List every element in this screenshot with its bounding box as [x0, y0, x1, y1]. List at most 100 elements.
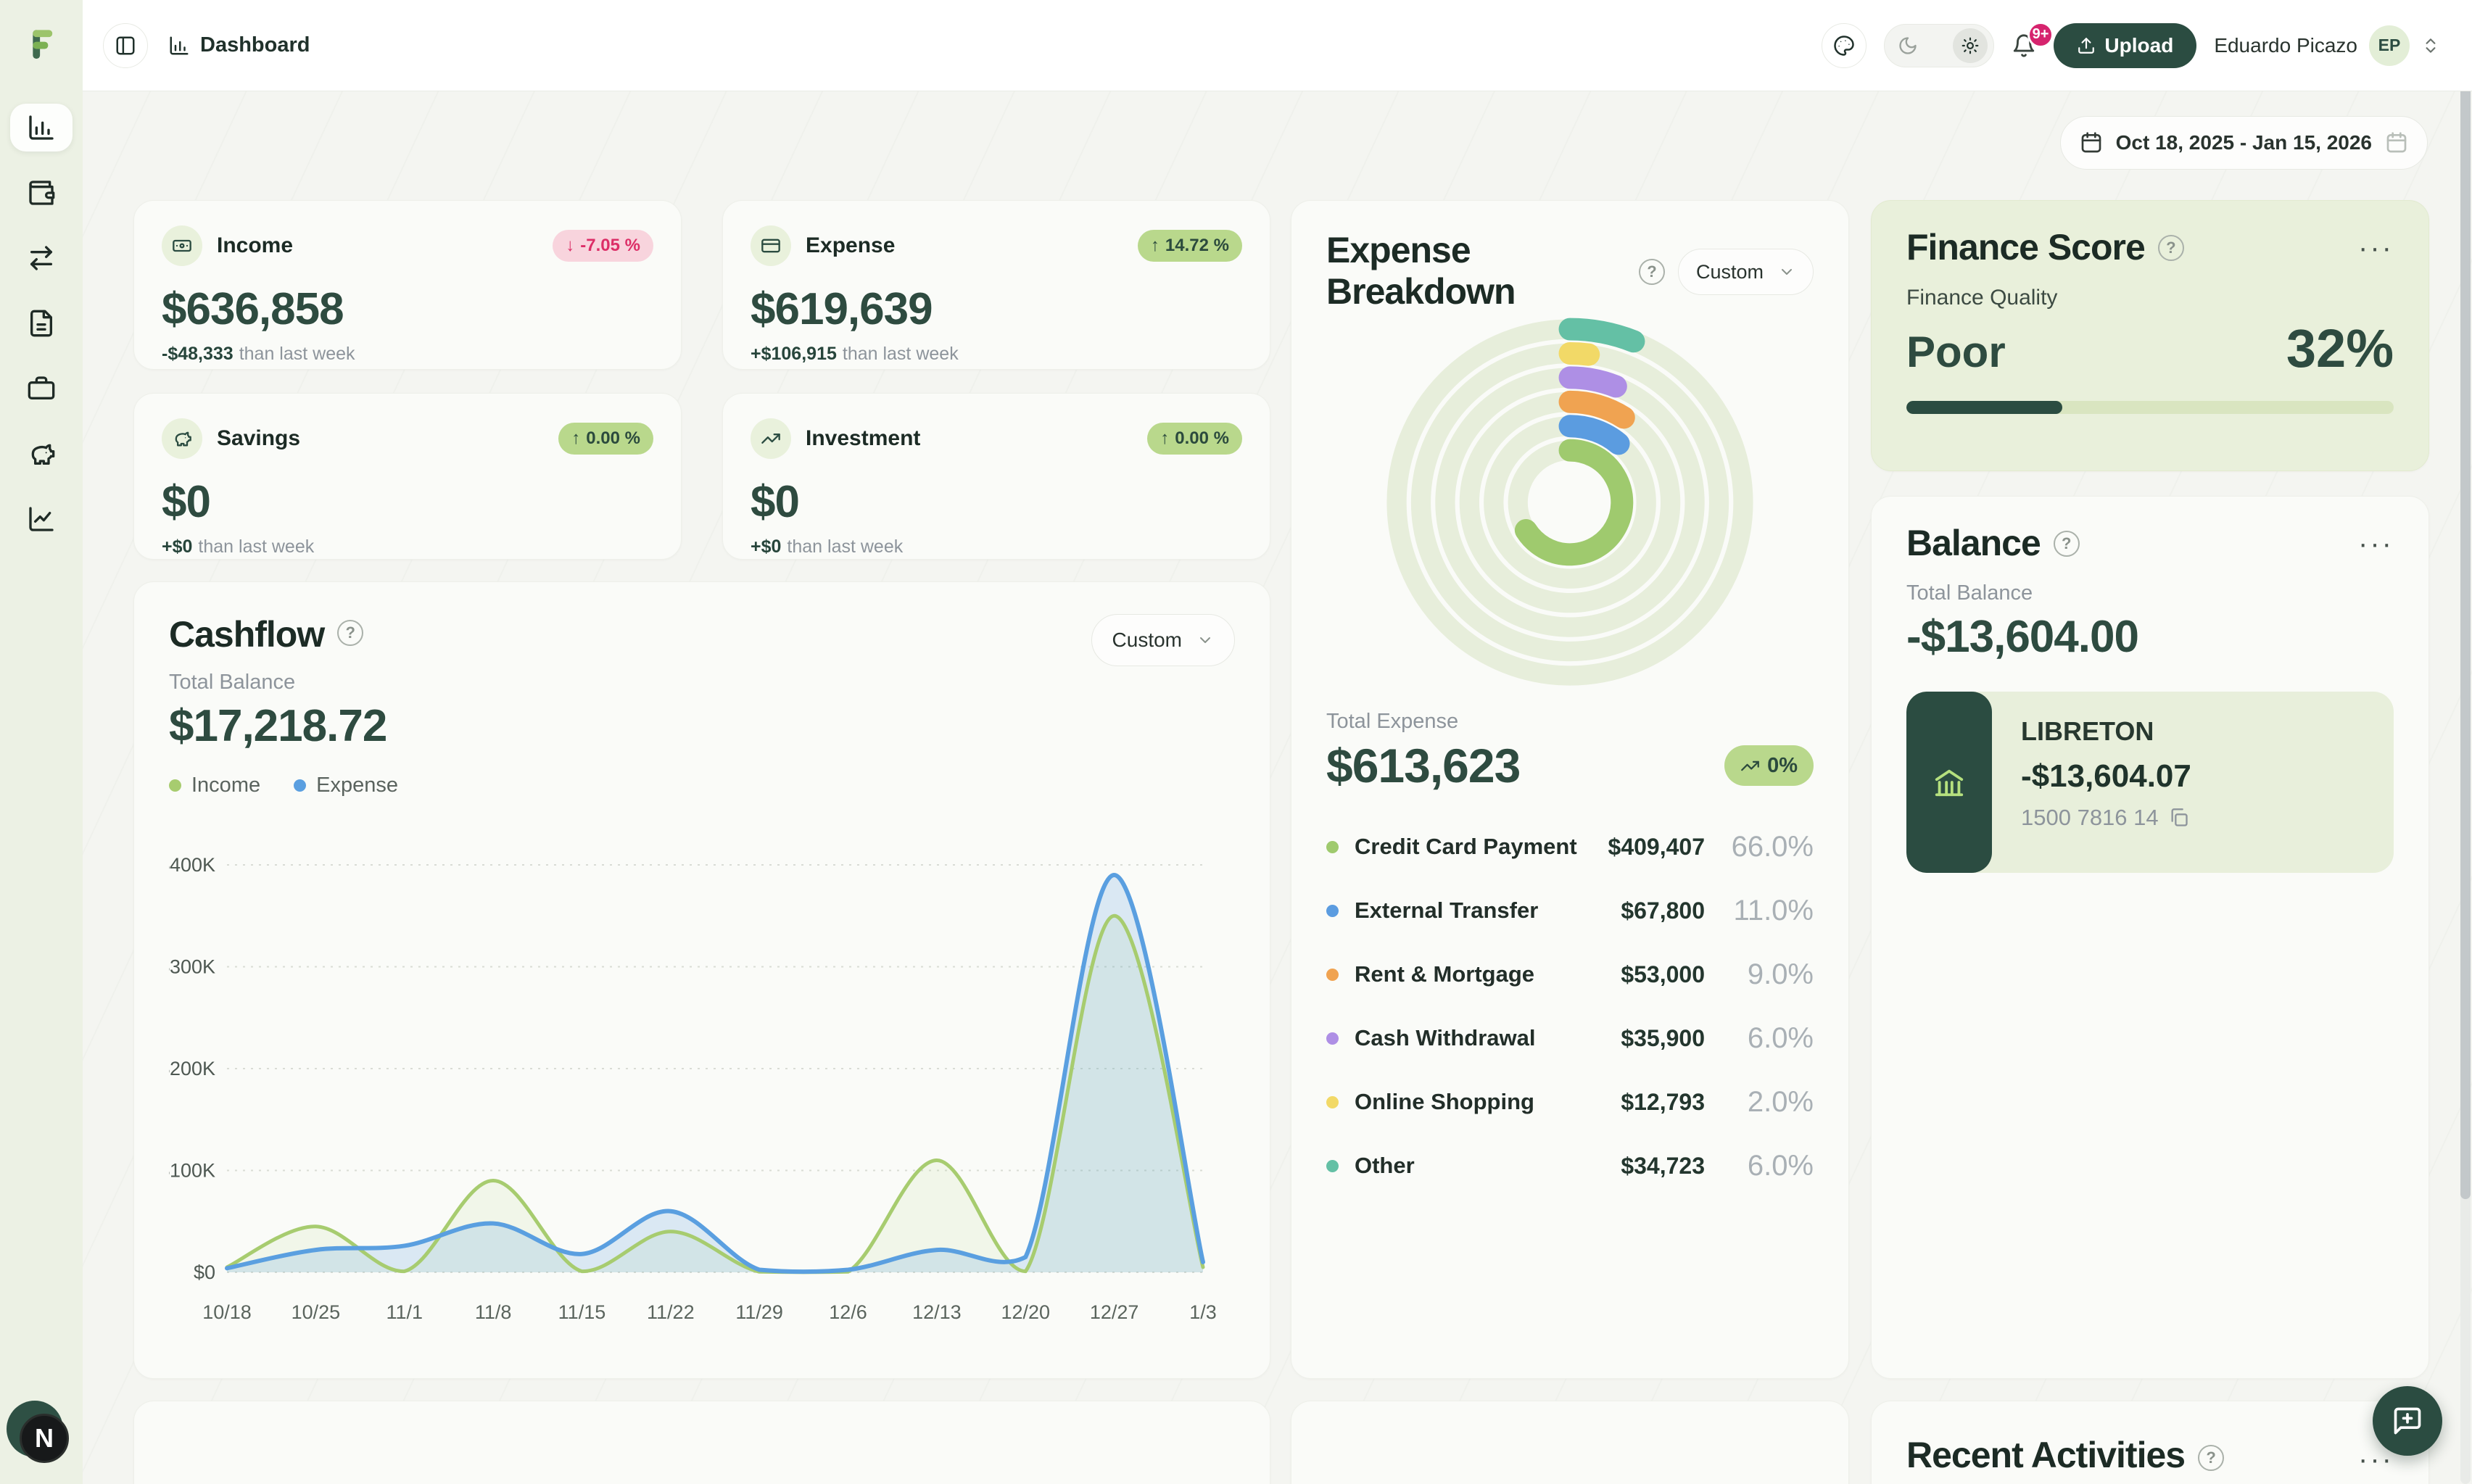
- svg-text:11/29: 11/29: [735, 1301, 783, 1323]
- category-percent: 11.0%: [1733, 894, 1814, 927]
- breakdown-row[interactable]: Other $34,723 6.0%: [1326, 1145, 1814, 1186]
- breakdown-category-list: Credit Card Payment $409,407 66.0% Exter…: [1326, 826, 1814, 1186]
- sidebar-item-dashboard[interactable]: [10, 104, 73, 152]
- topbar: Dashboard 9+ Upload: [83, 0, 2472, 91]
- date-range-picker[interactable]: Oct 18, 2025 - Jan 15, 2026: [2059, 116, 2428, 170]
- account-number: 1500 7816 14: [2021, 805, 2159, 830]
- breakdown-range-select[interactable]: Custom: [1677, 249, 1814, 295]
- theme-toggle[interactable]: [1884, 23, 1995, 67]
- help-icon[interactable]: ?: [2157, 234, 2184, 261]
- notification-badge: 9+: [2027, 21, 2054, 48]
- category-dot: [1326, 904, 1339, 917]
- upload-icon: [2078, 37, 2095, 54]
- expense-breakdown-card: Expense Breakdown ? Custom Total Expense…: [1291, 200, 1849, 1379]
- bottom-avatar[interactable]: N: [20, 1414, 69, 1463]
- category-amount: $53,000: [1621, 961, 1705, 987]
- expense-legend-dot: [294, 779, 307, 792]
- breakdown-row[interactable]: Credit Card Payment $409,407 66.0%: [1326, 826, 1814, 867]
- user-avatar: EP: [2369, 25, 2410, 66]
- svg-text:12/20: 12/20: [1001, 1301, 1050, 1323]
- chevrons-up-down-icon[interactable]: [2421, 36, 2440, 55]
- calendar-icon: [2080, 131, 2103, 154]
- theme-palette-button[interactable]: [1822, 22, 1867, 68]
- logo-f-icon: [33, 30, 53, 59]
- message-plus-icon: [2394, 1407, 2421, 1435]
- category-percent: 2.0%: [1747, 1085, 1814, 1118]
- more-menu-icon[interactable]: ···: [2358, 527, 2394, 560]
- upload-button[interactable]: Upload: [2054, 22, 2197, 68]
- sidebar-toggle-button[interactable]: [103, 22, 148, 68]
- user-menu[interactable]: Eduardo Picazo EP: [2214, 25, 2440, 66]
- investment-stat-card: Investment ↑ 0.00 % $0 +$0 than last week: [722, 393, 1270, 560]
- category-dot: [1326, 1159, 1339, 1172]
- trending-up-icon: [751, 418, 791, 459]
- scrollbar-thumb[interactable]: [2460, 83, 2471, 1199]
- stat-value: $0: [751, 477, 800, 527]
- help-icon[interactable]: ?: [1638, 259, 1665, 285]
- breakdown-row[interactable]: Online Shopping $12,793 2.0%: [1326, 1082, 1814, 1122]
- breakdown-row[interactable]: Cash Withdrawal $35,900 6.0%: [1326, 1018, 1814, 1058]
- bank-name: LIBRETON: [2021, 716, 2154, 746]
- app-logo[interactable]: [0, 23, 83, 64]
- category-amount: $34,723: [1621, 1152, 1705, 1179]
- finance-score-title: Finance Score: [1906, 227, 2146, 268]
- help-icon[interactable]: ?: [337, 620, 364, 646]
- category-dot: [1326, 840, 1339, 853]
- palette-icon: [1834, 35, 1855, 56]
- svg-text:$200K: $200K: [169, 1058, 215, 1079]
- income-legend-label: Income: [191, 774, 261, 797]
- notifications-button[interactable]: 9+: [2012, 21, 2054, 58]
- finance-quality-value: Poor: [1906, 328, 2006, 376]
- category-percent: 66.0%: [1731, 830, 1814, 863]
- sidebar-item-analytics[interactable]: [10, 495, 73, 543]
- category-dot: [1326, 1032, 1339, 1045]
- stat-delta: +$0 than last week: [162, 536, 315, 557]
- bank-panel: [1906, 692, 1992, 873]
- sidebar-item-wallet[interactable]: [10, 169, 73, 217]
- cashflow-total-label: Total Balance: [169, 671, 296, 694]
- sidebar: N: [0, 0, 83, 1484]
- more-menu-icon[interactable]: ···: [2358, 231, 2394, 264]
- svg-text:$400K: $400K: [169, 854, 215, 876]
- bar-chart-icon: [29, 115, 54, 140]
- category-amount: $12,793: [1621, 1088, 1705, 1115]
- breakdown-title: Expense Breakdown: [1326, 230, 1516, 312]
- piggy-bank-icon: [31, 444, 55, 465]
- category-percent: 9.0%: [1747, 958, 1814, 990]
- stat-change-badge: ↓ -7.05 %: [553, 230, 653, 262]
- category-name: Rent & Mortgage: [1355, 961, 1534, 987]
- category-name: Cash Withdrawal: [1355, 1025, 1536, 1050]
- calendar-icon-secondary: [2385, 131, 2408, 154]
- sidebar-item-documents[interactable]: [10, 299, 73, 347]
- sidebar-item-savings[interactable]: [10, 430, 73, 478]
- category-amount: $35,900: [1621, 1024, 1705, 1051]
- cashflow-range-select[interactable]: Custom: [1091, 614, 1235, 666]
- balance-total-label: Total Balance: [1906, 581, 2033, 605]
- svg-text:12/27: 12/27: [1090, 1301, 1139, 1323]
- briefcase-icon: [28, 376, 55, 399]
- savings-stat-card: Savings ↑ 0.00 % $0 +$0 than last week: [133, 393, 682, 560]
- cashflow-chart: $0 $100K $200K $300K $400K 10/18 10/25 11/1 11/8…: [169, 854, 1217, 1323]
- copy-icon[interactable]: [2169, 808, 2189, 828]
- help-icon[interactable]: ?: [2053, 530, 2080, 557]
- legend-item-expense: Expense: [294, 774, 398, 797]
- moon-icon[interactable]: [1898, 36, 1918, 56]
- expense-legend-label: Expense: [316, 774, 398, 797]
- bank-account-item[interactable]: LIBRETON -$13,604.07 1500 7816 14: [1906, 692, 2394, 873]
- sidebar-item-portfolio[interactable]: [10, 365, 73, 413]
- breakdown-row[interactable]: Rent & Mortgage $53,000 9.0%: [1326, 954, 1814, 995]
- chat-fab-button[interactable]: [2373, 1386, 2442, 1456]
- sidebar-item-transactions[interactable]: [10, 234, 73, 282]
- more-menu-icon[interactable]: ···: [2358, 1443, 2394, 1475]
- category-name: Online Shopping: [1355, 1089, 1534, 1114]
- user-name: Eduardo Picazo: [2214, 33, 2357, 57]
- breakdown-row[interactable]: External Transfer $67,800 11.0%: [1326, 890, 1814, 931]
- trending-up-icon: [1741, 760, 1759, 771]
- recent-transactions-card: Recent Transactions 2025-10-18 → 2026-01…: [133, 1401, 1270, 1484]
- stat-label: Savings: [217, 426, 301, 450]
- cashflow-card: Cashflow ? Custom Total Balance $17,218.…: [133, 581, 1270, 1379]
- cashflow-title: Cashflow: [169, 614, 325, 655]
- income-legend-dot: [169, 779, 181, 792]
- sun-icon[interactable]: [1953, 28, 1988, 63]
- help-icon[interactable]: ?: [2198, 1445, 2225, 1471]
